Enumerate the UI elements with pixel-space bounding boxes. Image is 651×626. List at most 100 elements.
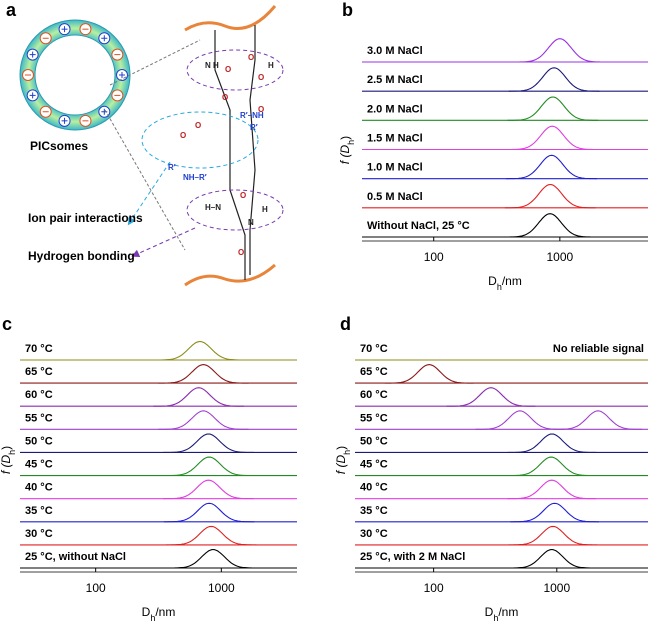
peak <box>158 410 249 430</box>
label-part: D <box>485 605 494 619</box>
panel-label: a <box>6 0 17 20</box>
peak <box>167 548 259 569</box>
peak <box>507 433 597 453</box>
series-label: 2.0 M NaCl <box>367 103 423 115</box>
series-label: 25 °C, without NaCl <box>25 551 126 563</box>
label-part: /nm <box>155 605 175 619</box>
atom-label: O <box>240 191 246 200</box>
atom-label: O <box>258 73 264 82</box>
label: Ion pair interactions <box>28 211 143 225</box>
y-axis-label: f (Dh) <box>334 446 352 474</box>
label-part: f (D <box>0 455 13 475</box>
series-label: 30 °C <box>25 528 53 540</box>
label-part: /nm <box>502 274 522 288</box>
series-label: Without NaCl, 25 °C <box>367 220 470 232</box>
peak <box>163 479 254 500</box>
backbone <box>214 30 246 280</box>
peak <box>506 125 598 151</box>
peak <box>507 479 597 500</box>
series-label: 45 °C <box>25 459 53 471</box>
x-tick-label: 100 <box>424 581 444 595</box>
atom-label: O <box>222 93 228 102</box>
peak <box>504 213 596 238</box>
peak <box>384 364 474 384</box>
x-tick-label: 100 <box>424 250 444 264</box>
zoom-line <box>104 109 186 251</box>
atom-label: R′ <box>168 163 176 172</box>
label-part: ) <box>338 136 352 140</box>
x-tick-label: 1000 <box>208 581 235 595</box>
series-label: 0.5 M NaCl <box>367 191 423 203</box>
polymer-chain <box>184 263 276 287</box>
peak <box>514 38 606 63</box>
h-bond-region <box>186 49 284 91</box>
series-label: 3.0 M NaCl <box>367 45 423 57</box>
label-part: /nm <box>498 605 518 619</box>
arrow <box>127 161 171 226</box>
label: Hydrogen bonding <box>28 249 135 263</box>
peak <box>507 96 599 121</box>
x-tick-label: 100 <box>86 581 106 595</box>
panel-label: b <box>342 0 353 20</box>
zoom-line <box>109 39 201 86</box>
peak <box>510 502 599 523</box>
y-axis-label: f (Dh) <box>338 136 356 164</box>
peak <box>446 387 536 407</box>
label-part: D <box>142 605 151 619</box>
backbone <box>249 25 256 275</box>
series-label: 60 °C <box>360 389 388 401</box>
x-tick-label: 1000 <box>543 581 570 595</box>
label-part: h <box>7 450 17 455</box>
atom-label: H <box>213 61 219 70</box>
atom-label: O <box>225 65 231 74</box>
peak <box>506 154 597 180</box>
x-axis-label: Dh/nm <box>488 274 522 292</box>
peak <box>507 548 597 569</box>
atom-label: R′ <box>250 123 258 132</box>
series-label: 45 °C <box>360 459 388 471</box>
peak <box>163 502 255 523</box>
x-axis-label: Dh/nm <box>142 605 176 621</box>
atom-label: N <box>248 218 254 227</box>
series-label: 60 °C <box>25 389 53 401</box>
series-label: 50 °C <box>360 435 388 447</box>
peak <box>475 410 565 430</box>
series-label: 35 °C <box>360 505 388 517</box>
peak <box>508 67 600 92</box>
peak <box>504 183 596 209</box>
series-label: 65 °C <box>360 366 388 378</box>
series-label: 40 °C <box>25 482 53 494</box>
series-label: 40 °C <box>360 482 388 494</box>
series-label: 30 °C <box>360 528 388 540</box>
atom-label: N <box>205 61 211 70</box>
ion-pair-region <box>141 111 259 169</box>
x-tick-label: 1000 <box>546 250 573 264</box>
h-bond-region <box>186 189 284 231</box>
atom-label: R′–NH <box>240 111 264 120</box>
series-label: 55 °C <box>25 412 53 424</box>
charges <box>22 23 128 127</box>
peak <box>506 456 596 477</box>
atom-label: O <box>195 121 201 130</box>
peak <box>165 525 257 546</box>
series-label: 1.5 M NaCl <box>367 133 423 145</box>
peak <box>153 387 244 407</box>
y-axis-label: f (Dh) <box>0 446 17 474</box>
peak <box>508 525 598 546</box>
atom-label: NH–R′ <box>183 173 207 182</box>
label-part: h <box>493 613 498 621</box>
peak <box>163 456 255 477</box>
atom-label: O <box>180 131 186 140</box>
label-part: h <box>497 282 502 292</box>
arrow <box>131 227 196 258</box>
label-part: D <box>488 274 497 288</box>
atom-label: O <box>248 53 254 62</box>
atom-label: O <box>238 248 244 257</box>
label-part: f (D <box>338 145 352 165</box>
series-label: 1.0 M NaCl <box>367 162 423 174</box>
panel-label: c <box>2 314 12 334</box>
atom-label: H <box>268 61 274 70</box>
vesicle-lumen <box>34 34 116 116</box>
label-part: ) <box>334 446 348 450</box>
